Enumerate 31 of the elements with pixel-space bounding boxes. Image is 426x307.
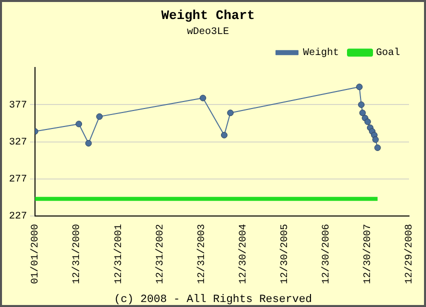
x-tick-label: 12/30/2005 [278,224,291,284]
x-tick-label: 12/31/2001 [112,224,125,284]
y-tick-label: 227 [8,212,28,223]
point [374,144,381,151]
legend-label: Goal [376,47,400,60]
x-tick-label: 12/30/2006 [320,224,333,284]
y-tick-label: 277 [8,174,28,186]
point [96,113,103,120]
x-tick-label: 01/01/2000 [30,224,42,284]
chart-subtitle: wDeo3LE [186,27,230,38]
x-tick-label: 12/30/2007 [362,224,374,284]
point [372,136,379,143]
point [220,132,228,138]
point [85,140,92,147]
y-tick-label: 377 [8,100,28,112]
chart-title: Weight Chart [161,8,255,24]
x-tick-label: 12/31/2002 [154,224,166,284]
point [364,118,371,126]
point [358,101,365,108]
x-tick-label: 12/30/2004 [237,224,250,284]
point [356,84,363,90]
text: (c) 2008 - All Rights Reserved [114,294,312,306]
legend-label: Weight [302,47,340,60]
x-tick-label: 12/31/2003 [196,224,208,284]
point [200,94,206,102]
y-tick-label: 327 [8,137,28,148]
point [227,110,234,116]
x-tick-label: 12/29/2008 [404,224,416,284]
point [359,110,366,116]
point [76,120,82,128]
x-tick-label: 12/31/2000 [71,224,84,284]
